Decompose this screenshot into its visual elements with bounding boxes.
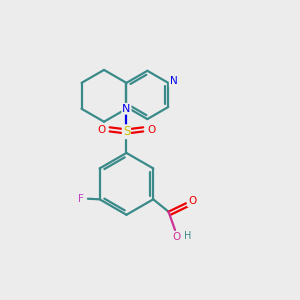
Text: N: N — [122, 104, 130, 114]
Text: H: H — [184, 231, 192, 242]
Text: N: N — [170, 76, 177, 86]
Text: O: O — [172, 232, 180, 242]
Text: O: O — [147, 125, 155, 135]
Text: O: O — [98, 125, 106, 135]
Text: O: O — [188, 196, 196, 206]
Text: F: F — [79, 194, 84, 204]
Text: S: S — [123, 125, 130, 138]
